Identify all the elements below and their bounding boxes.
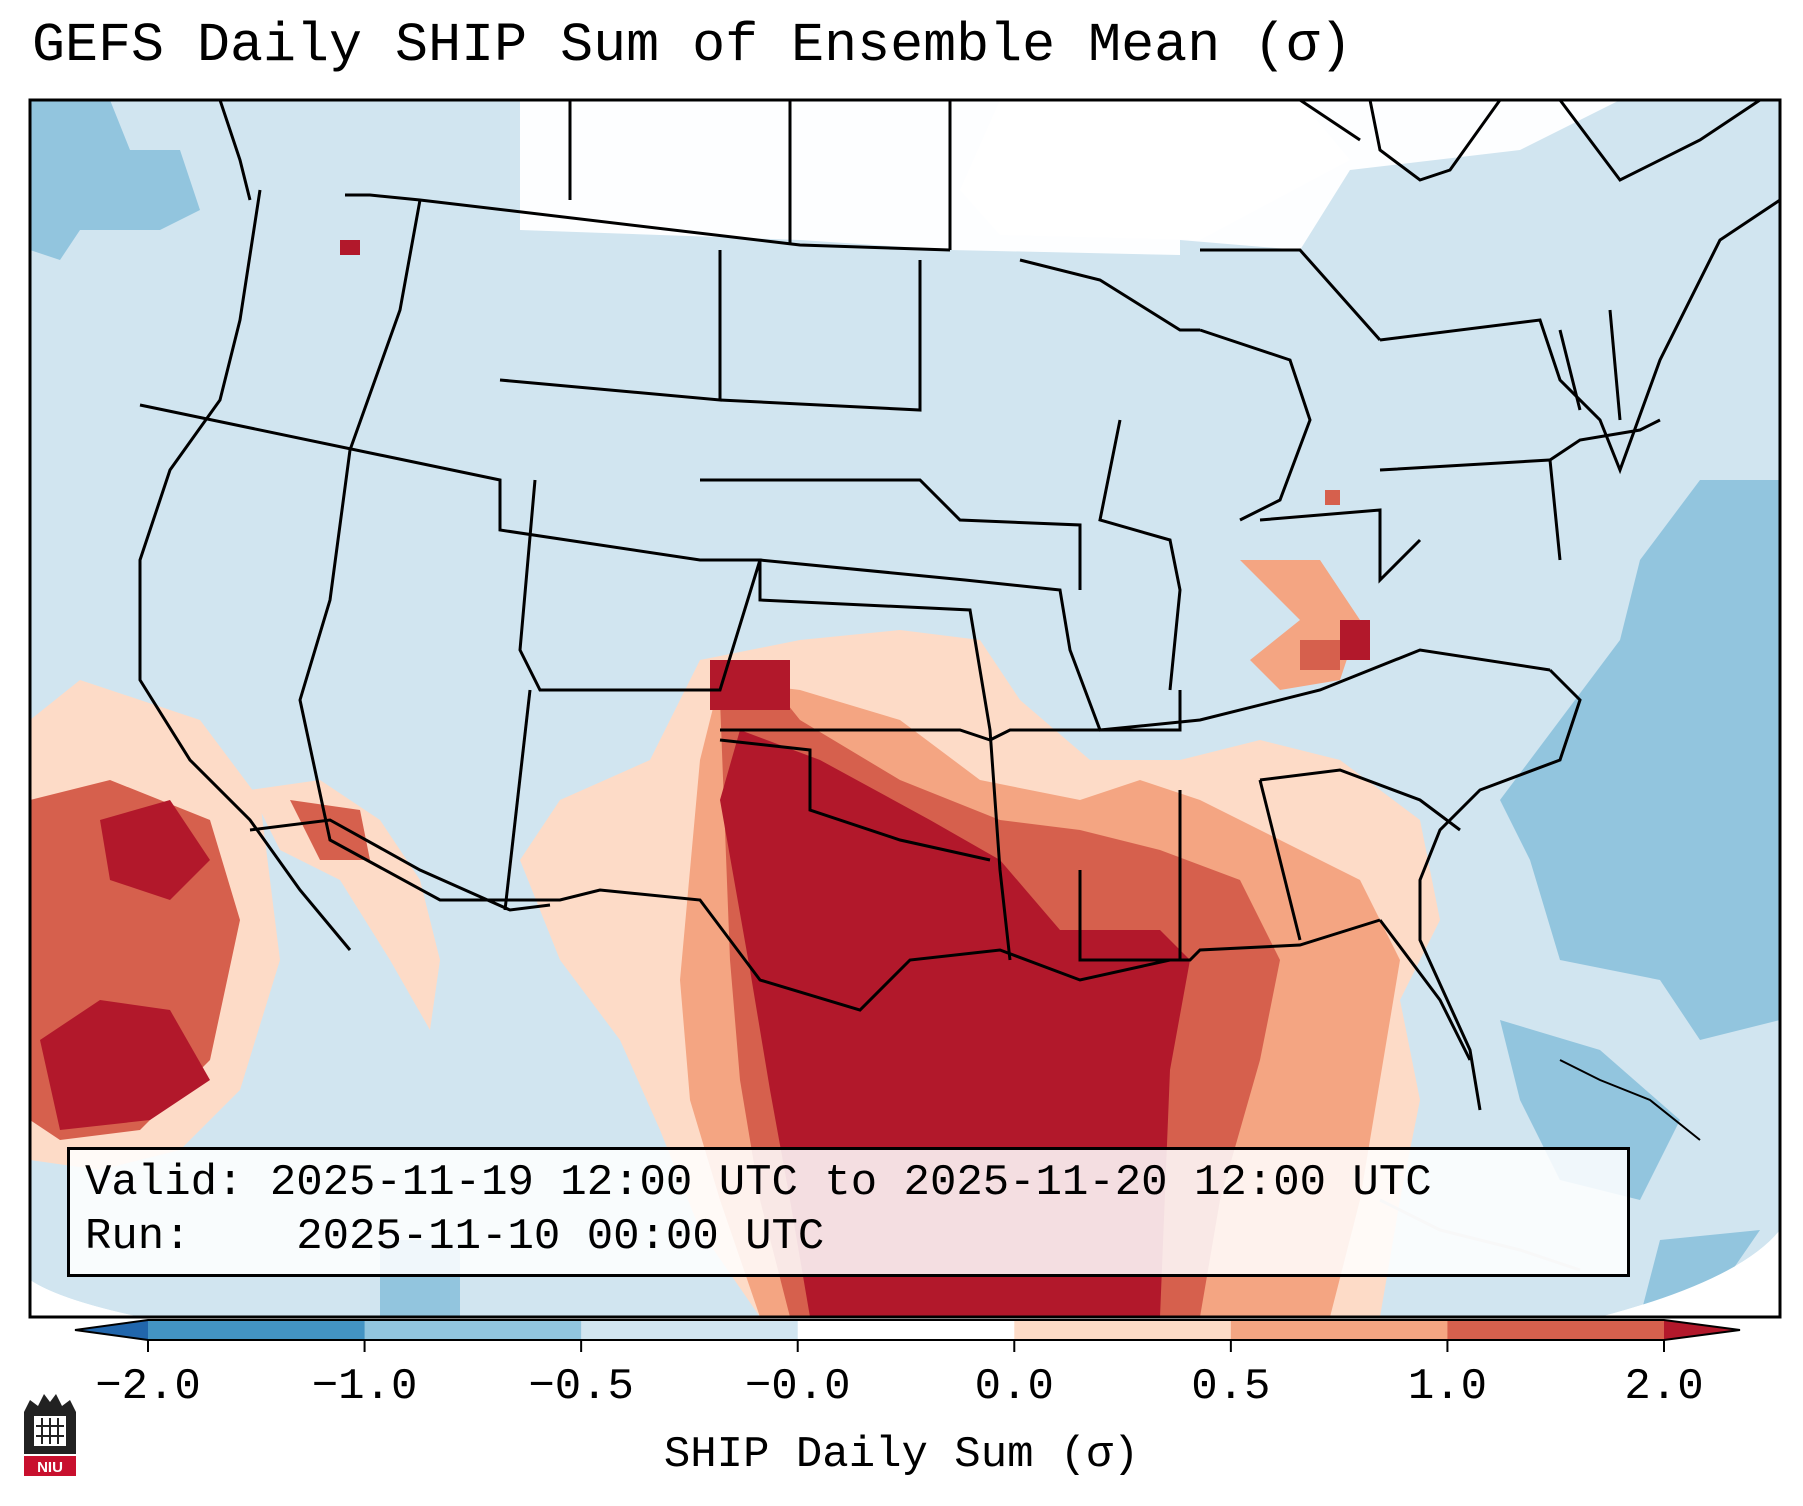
region-caribbean [1500,1020,1680,1200]
colorbar-bin [797,1320,1015,1340]
region-pacific-northwest [30,100,200,260]
colorbar [74,1319,1741,1352]
map-title: GEFS Daily SHIP Sum of Ensemble Mean (σ) [32,14,1353,77]
colorbar-tick-label: 2.0 [1624,1362,1704,1412]
colorbar-label: SHIP Daily Sum (σ) [663,1430,1140,1480]
logo-text: NIU [37,1459,63,1476]
boundary-line [139,403,1551,732]
valid-value: 2025-11-19 12:00 UTC to 2025-11-20 12:00… [269,1158,1432,1208]
colorbar-tick-label: −0.0 [744,1362,851,1412]
colorbar-bin [1230,1320,1448,1340]
colorbar-tick-label: −2.0 [95,1362,201,1412]
niu-logo: NIU [24,1394,76,1476]
map-boundaries [138,100,1780,1272]
region-ontario-near-zero [960,100,1350,240]
run-value: 2025-11-10 00:00 UTC [296,1212,825,1262]
colorbar-tick-label: 1.0 [1407,1362,1488,1412]
valid-run-box: Valid: 2025-11-19 12:00 UTC to 2025-11-2… [67,1147,1630,1277]
colorbar-extend-high [1664,1320,1740,1340]
colorbar-bin [1447,1320,1665,1340]
colorbar-tick-label: −0.5 [528,1362,634,1412]
colorbar-tick-label: −1.0 [311,1362,418,1412]
colorbar-tick-label: 0.5 [1191,1362,1271,1412]
colorbar-extend-low [75,1320,148,1340]
colorbar-bin [1014,1320,1232,1340]
colorbar-bin [581,1320,799,1340]
colorbar-bin [148,1320,366,1340]
valid-label: Valid: [85,1158,244,1208]
region-western-atlantic [1500,480,1780,1040]
colorbar-bin [364,1320,582,1340]
map-field [30,100,1780,1317]
run-label: Run: [85,1212,191,1262]
colorbar-tick-label: 0.0 [974,1362,1054,1412]
map-frame [28,98,1782,1319]
